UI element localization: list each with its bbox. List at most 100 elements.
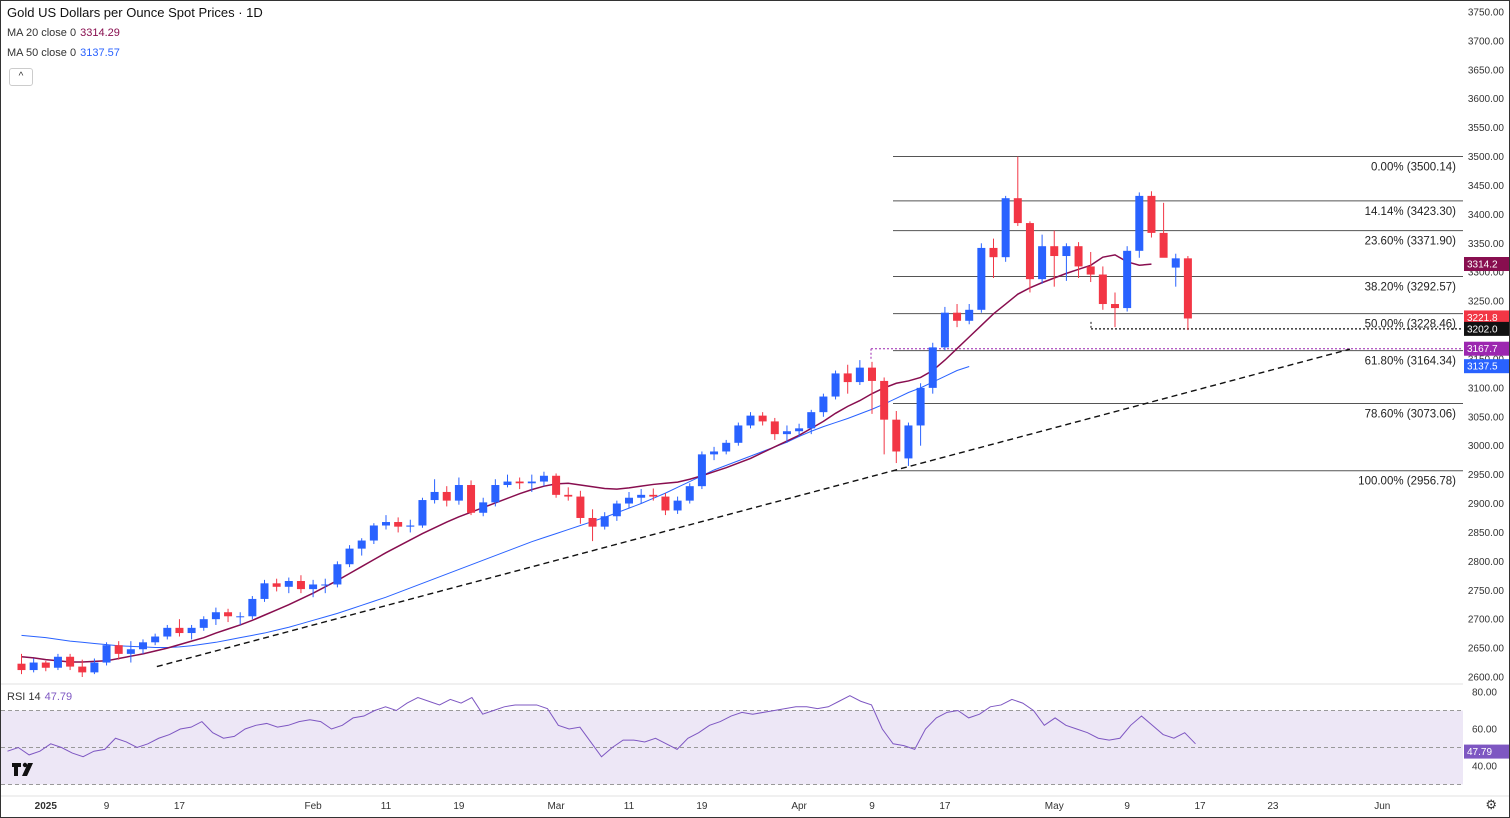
candle-body (673, 500, 682, 511)
candle-body (369, 525, 378, 541)
candle-body (795, 428, 804, 432)
candle-body (479, 502, 488, 513)
fib-level-label: 23.60% (3371.90) (1365, 236, 1457, 248)
candle-body (916, 387, 925, 426)
candle-body (977, 247, 986, 310)
candle-body (588, 517, 597, 527)
price-tick-label: 3000.00 (1468, 441, 1505, 452)
candle-body (539, 475, 548, 482)
candle-body (418, 500, 427, 526)
ma20-legend[interactable]: MA 20 close 0 3314.29 (7, 27, 120, 39)
price-badge (1464, 359, 1509, 374)
candle-body (175, 627, 184, 634)
candle-body (515, 481, 524, 484)
candle-body (41, 662, 50, 668)
candle-body (224, 612, 233, 617)
time-tick-label: May (1045, 801, 1064, 812)
rsi-legend[interactable]: RSI 14 47.79 (7, 691, 72, 703)
price-badge-label: 47.79 (1467, 747, 1492, 758)
candle-body (284, 581, 293, 587)
candle-body (1086, 266, 1095, 275)
candle-body (782, 431, 791, 435)
candle-body (904, 425, 913, 459)
fib-level-label: 0.00% (3500.14) (1371, 161, 1456, 173)
candle-body (187, 627, 196, 634)
price-tick-label: 3550.00 (1468, 123, 1505, 134)
candle-body (163, 627, 172, 637)
candle-body (1038, 246, 1047, 280)
candle-body (625, 497, 633, 504)
price-tick-label: 2800.00 (1468, 557, 1505, 568)
candle-body (1025, 223, 1034, 280)
time-tick-label: 9 (104, 801, 110, 812)
rsi-label: RSI 14 (7, 691, 41, 703)
candle-body (819, 396, 828, 413)
candle-body (576, 496, 585, 518)
candle-body (940, 312, 949, 348)
candle-body (843, 373, 852, 383)
candle-body (503, 481, 512, 486)
rsi-tick-label: 40.00 (1472, 762, 1497, 773)
candle-body (102, 645, 111, 663)
candle-body (953, 312, 962, 321)
time-tick-label: Jun (1374, 801, 1390, 812)
price-badge-label: 3221.8 (1467, 313, 1498, 324)
time-tick-label: 9 (869, 801, 875, 812)
candle-body (29, 662, 38, 671)
candle-body (430, 491, 439, 501)
candle-body (1098, 274, 1107, 305)
time-tick-label: 17 (1194, 801, 1206, 812)
price-tick-label: 2700.00 (1468, 615, 1505, 626)
time-tick-label: 23 (1267, 801, 1279, 812)
rsi-tick-label: 60.00 (1472, 725, 1497, 736)
time-tick-label: 11 (624, 801, 635, 812)
candle-body (637, 494, 646, 498)
candle-body (1183, 258, 1192, 319)
candle-body (831, 373, 840, 397)
candle-body (965, 309, 974, 321)
time-tick-label: 11 (381, 801, 392, 812)
candle-body (1171, 258, 1180, 268)
fib-level-label: 100.00% (2956.78) (1358, 476, 1456, 488)
price-tick-label: 3450.00 (1468, 181, 1505, 192)
candle-body (527, 481, 536, 484)
candle-body (1013, 198, 1022, 224)
candle-body (248, 598, 257, 617)
fib-level-label: 50.00% (3228.46) (1365, 319, 1457, 331)
candle-body (880, 380, 889, 420)
gear-icon[interactable]: ⚙ (1485, 797, 1497, 812)
candle-body (697, 454, 706, 487)
time-tick-label: Feb (304, 801, 322, 812)
price-tick-label: 3100.00 (1468, 383, 1505, 394)
fib-level-label: 78.60% (3073.06) (1365, 408, 1457, 420)
price-tick-label: 2850.00 (1468, 528, 1505, 539)
tradingview-logo-icon[interactable] (11, 759, 37, 779)
candle-body (333, 564, 342, 585)
candle-body (394, 522, 403, 527)
candle-body (564, 494, 573, 497)
candle-body (1159, 232, 1168, 258)
candle-body (746, 415, 755, 426)
candle-body (1135, 195, 1144, 251)
ma50-legend[interactable]: MA 50 close 0 3137.57 (7, 47, 120, 59)
candle-body (309, 584, 318, 590)
price-tick-label: 2750.00 (1468, 586, 1505, 597)
candle-body (126, 649, 135, 654)
time-tick-label: 2025 (35, 801, 58, 812)
candle-body (53, 656, 62, 668)
collapse-legend-button[interactable]: ^ (9, 68, 33, 86)
price-tick-label: 3350.00 (1468, 239, 1505, 250)
chart-title-text: Gold US Dollars per Ounce Spot Prices · … (7, 5, 263, 20)
candle-body (17, 663, 26, 671)
price-badge (1464, 744, 1509, 759)
candle-body (989, 247, 998, 258)
candle-body (199, 619, 208, 628)
ma20-line (21, 254, 1152, 663)
candle-body (1147, 195, 1156, 233)
price-tick-label: 3400.00 (1468, 210, 1505, 221)
candle-body (272, 583, 281, 587)
price-badge (1464, 321, 1509, 336)
time-tick-label: Apr (791, 801, 807, 812)
price-tick-label: 3600.00 (1468, 94, 1505, 105)
